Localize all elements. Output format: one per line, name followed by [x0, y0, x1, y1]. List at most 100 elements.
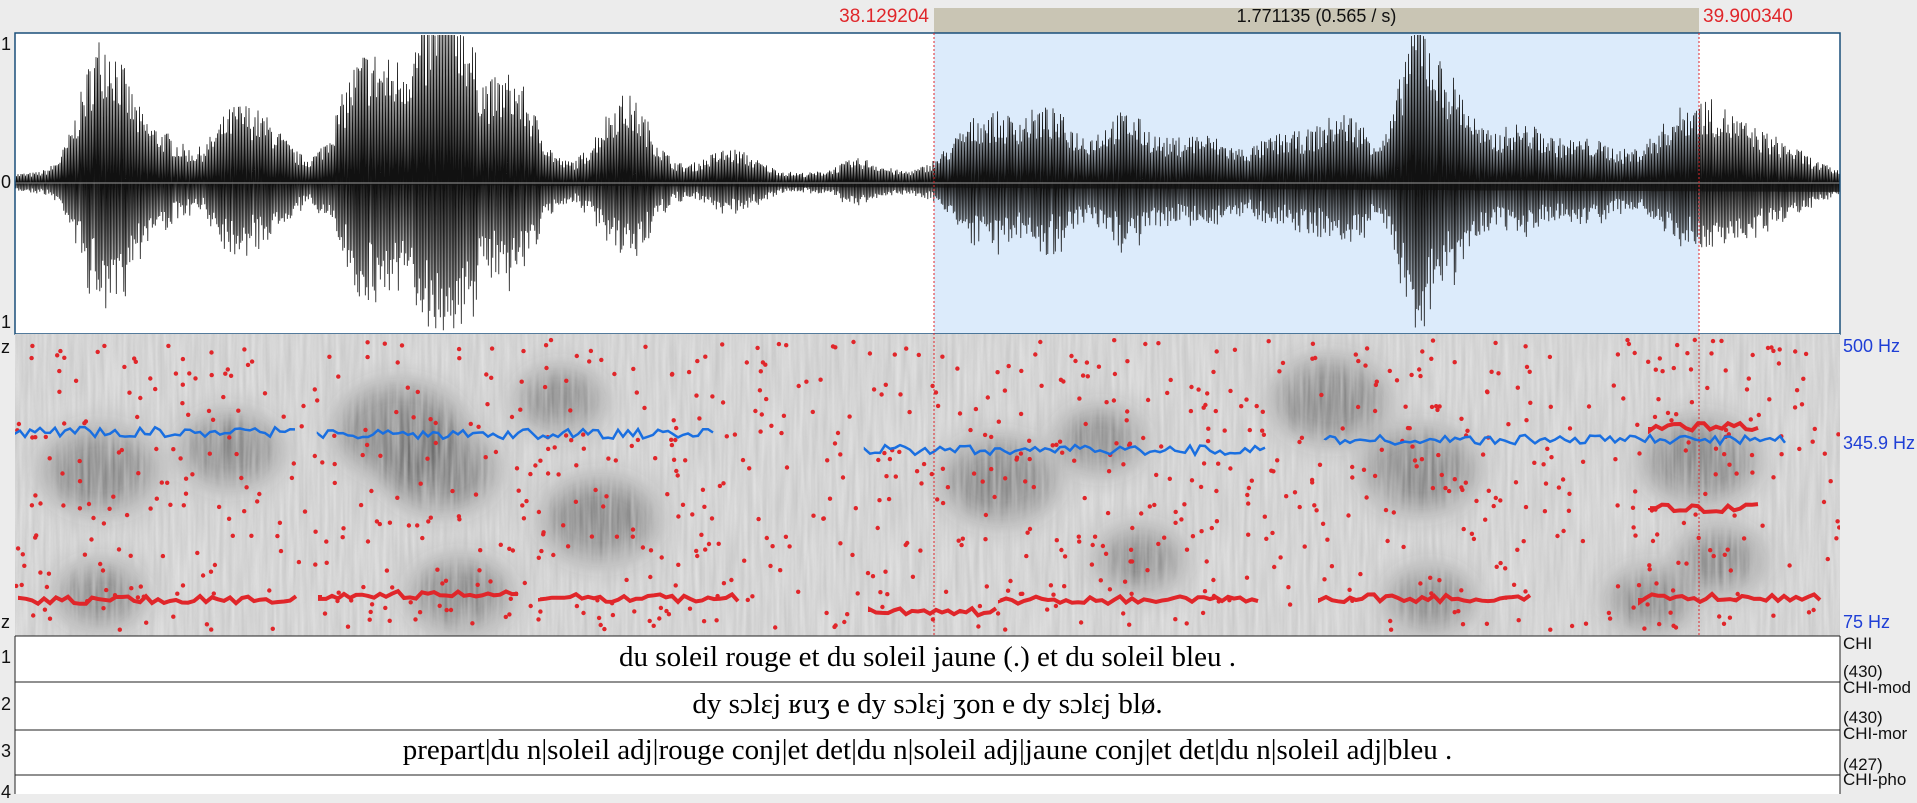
formant-dot	[879, 392, 884, 397]
formant-dot	[1244, 575, 1250, 580]
formant-dot	[519, 379, 524, 384]
formant-dot	[207, 451, 212, 456]
formant-dot	[940, 466, 946, 471]
formant-dot	[1630, 505, 1636, 510]
formant-dot	[15, 583, 19, 589]
formant-dot	[425, 456, 430, 461]
formant-dot	[1655, 532, 1660, 537]
formant-dot	[796, 589, 801, 594]
formant-dot	[195, 550, 200, 556]
formant-dot	[33, 493, 38, 498]
formant-dot	[876, 457, 881, 463]
formant-dot	[955, 366, 960, 371]
formant-dot	[1713, 446, 1719, 451]
formant-dot	[173, 371, 179, 376]
formant-dot	[835, 430, 841, 436]
formant-dot	[1003, 476, 1008, 481]
formant-dot	[1165, 390, 1170, 396]
formant-dot	[1008, 578, 1013, 584]
tier-text[interactable]: prepart|du n|soleil adj|rouge conj|et de…	[402, 734, 1453, 766]
formant-dot	[980, 479, 985, 484]
formant-dot	[581, 610, 586, 616]
formant-dot	[1003, 627, 1008, 632]
formant-dot	[209, 627, 214, 632]
formant-dot	[1188, 408, 1194, 414]
tier-number: 4	[1, 782, 12, 802]
formant-dot	[1379, 447, 1385, 452]
formant-dot	[223, 371, 228, 376]
formant-dot	[781, 413, 787, 418]
formant-dot	[47, 616, 53, 621]
formant-dot	[657, 616, 662, 621]
formant-dot	[1721, 621, 1727, 626]
formant-dot	[128, 553, 133, 558]
formant-dot	[262, 391, 268, 396]
formant-dot	[599, 357, 604, 363]
formant-dot	[1302, 544, 1307, 549]
formant-dot	[475, 582, 480, 587]
formant-dot	[457, 356, 462, 361]
formant-dot	[1461, 526, 1466, 532]
formant-dot	[1657, 621, 1662, 627]
formant-dot	[548, 337, 554, 343]
formant-dot	[933, 390, 939, 395]
formant-dot	[498, 542, 503, 547]
formant-dot	[1130, 525, 1135, 531]
formant-dot	[1076, 534, 1082, 539]
selection-bar[interactable]	[934, 8, 1699, 33]
formant-dot	[20, 552, 25, 557]
formant-dot	[377, 521, 382, 527]
pitch-contour	[863, 443, 1266, 458]
formant-dot	[1569, 623, 1575, 629]
formant-dot	[921, 461, 927, 467]
formant-dot	[758, 369, 763, 374]
formant-dot	[395, 360, 400, 365]
formant-dot	[221, 394, 226, 400]
formant-dot	[1247, 427, 1253, 433]
formant-dot	[1139, 511, 1144, 516]
formant-dot	[516, 488, 521, 493]
formant-dot	[1364, 346, 1370, 351]
formant-dot	[211, 591, 216, 596]
formant-dot	[716, 541, 721, 546]
formant-dot	[833, 623, 838, 628]
formant-dot	[57, 389, 62, 394]
formant-dot	[384, 568, 390, 573]
formant-dot	[29, 503, 35, 508]
formant-dot	[101, 521, 107, 526]
formant-dot	[1480, 452, 1486, 457]
formant-dot	[77, 479, 83, 484]
formant-dot	[159, 480, 164, 485]
formant-dot	[1383, 507, 1389, 513]
formant-dot	[1143, 341, 1148, 347]
formant-dot	[593, 487, 598, 493]
formant-dot	[73, 378, 79, 383]
selection-end: 39.900340	[1703, 6, 1793, 27]
tier-text[interactable]: du soleil rouge et du soleil jaune (.) e…	[619, 641, 1236, 673]
formant-dot	[982, 432, 988, 438]
formant-dot	[630, 534, 635, 539]
formant-dot	[989, 466, 994, 472]
formant-dot	[1129, 591, 1134, 596]
formant-dot	[1650, 538, 1656, 544]
formant-dot	[477, 568, 482, 573]
formant-dot	[1566, 508, 1572, 513]
formant-dot	[1198, 484, 1204, 490]
formant-dot	[369, 488, 374, 494]
formant-dot	[1211, 577, 1216, 583]
formant-dot	[1545, 446, 1550, 451]
formant-dot	[1394, 378, 1400, 383]
formant-dot	[1092, 534, 1098, 539]
formant-dot	[1019, 368, 1024, 374]
formant-dot	[1401, 544, 1406, 550]
formant-dot	[1760, 523, 1765, 528]
formant-dot	[378, 453, 383, 458]
spectrogram[interactable]	[14, 334, 1841, 636]
formant-dot	[1202, 589, 1208, 594]
formant-dot	[91, 515, 96, 521]
formant-dot	[687, 606, 693, 611]
formant-dot	[1372, 473, 1378, 479]
formant-dot	[171, 447, 176, 452]
tier-text[interactable]: dy sɔlɛj ʁuʒ e dy sɔlɛj ʒon e dy sɔlɛj b…	[692, 688, 1163, 720]
